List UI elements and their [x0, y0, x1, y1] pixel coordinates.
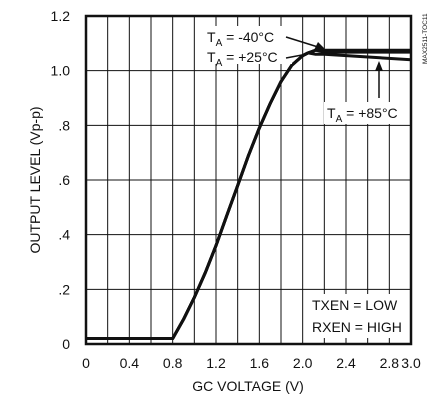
- annotation-rxen: RXEN = HIGH: [312, 319, 402, 335]
- y-tick-labels: 0 .2 .4 .6 .8 1.0 1.2: [51, 8, 71, 352]
- y-tick-label: .6: [58, 172, 70, 188]
- y-axis-label: OUTPUT LEVEL (Vp-p): [27, 106, 43, 253]
- arrow-minus40-head: [314, 42, 326, 50]
- plot-frame: [84, 14, 413, 346]
- annotation-t-plus85: TA = +85°C: [327, 105, 398, 125]
- y-tick-label: 1.2: [51, 8, 71, 24]
- figure-reference: MAX2511-TOC11: [422, 13, 429, 64]
- annotation-bg-85: [324, 102, 408, 124]
- x-tick-label: 1.2: [206, 355, 226, 371]
- annotation-bg-top: [202, 26, 292, 64]
- x-axis-label: GC VOLTAGE (V): [192, 378, 304, 394]
- annotation-t-minus40: TA = -40°C: [207, 29, 274, 49]
- annotation-txen: TXEN = LOW: [312, 297, 398, 313]
- x-tick-labels: 0 0.4 0.8 1.2 1.6 2.0 2.4 2.8 3.0: [82, 355, 421, 371]
- y-tick-label: 1.0: [51, 63, 71, 79]
- arrow-plus85-head: [375, 61, 383, 71]
- x-tick-label: 2.4: [336, 355, 356, 371]
- y-tick-label: .8: [58, 117, 70, 133]
- x-tick-label: 2.8: [380, 355, 400, 371]
- annotation-t-plus25: TA = +25°C: [207, 49, 278, 69]
- x-tick-label: 0.8: [163, 355, 183, 371]
- annotation-bg-conditions: [306, 294, 406, 338]
- arrow-plus25-line: [285, 54, 303, 59]
- x-tick-label: 1.6: [250, 355, 270, 371]
- y-tick-label: .2: [58, 281, 70, 297]
- grid-lines: [86, 16, 411, 344]
- x-tick-label: 0.4: [120, 355, 140, 371]
- y-tick-label: .4: [58, 227, 70, 243]
- x-tick-label: 2.0: [293, 355, 313, 371]
- legend-annotations: TA = -40°C TA = +25°C TA = +85°C TXEN = …: [202, 26, 408, 338]
- series-lines: [86, 48, 412, 340]
- y-tick-label: 0: [62, 336, 70, 352]
- series-line-3: [86, 51, 412, 340]
- x-tick-label: 3.0: [401, 355, 421, 371]
- x-tick-label: 0: [82, 355, 90, 371]
- arrow-minus40-line: [285, 36, 319, 48]
